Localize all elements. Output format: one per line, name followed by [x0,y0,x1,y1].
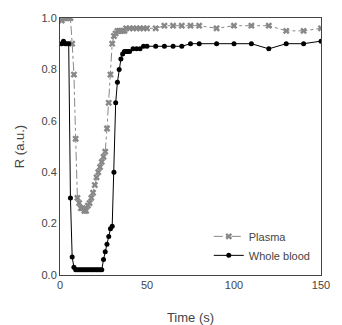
svg-text:Whole blood: Whole blood [249,250,310,262]
svg-text:0.6: 0.6 [42,115,57,127]
svg-text:R (a.u.): R (a.u.) [12,125,27,168]
svg-text:0.0: 0.0 [42,269,57,281]
svg-text:0.2: 0.2 [42,217,57,229]
svg-text:1.0: 1.0 [42,12,57,24]
svg-text:50: 50 [141,279,153,291]
svg-text:150: 150 [312,279,330,291]
svg-text:Time (s): Time (s) [167,310,214,325]
svg-text:0.8: 0.8 [42,63,57,75]
svg-text:100: 100 [225,279,243,291]
svg-text:Plasma: Plasma [249,231,287,243]
svg-text:0: 0 [57,279,63,291]
svg-text:0.4: 0.4 [42,166,57,178]
